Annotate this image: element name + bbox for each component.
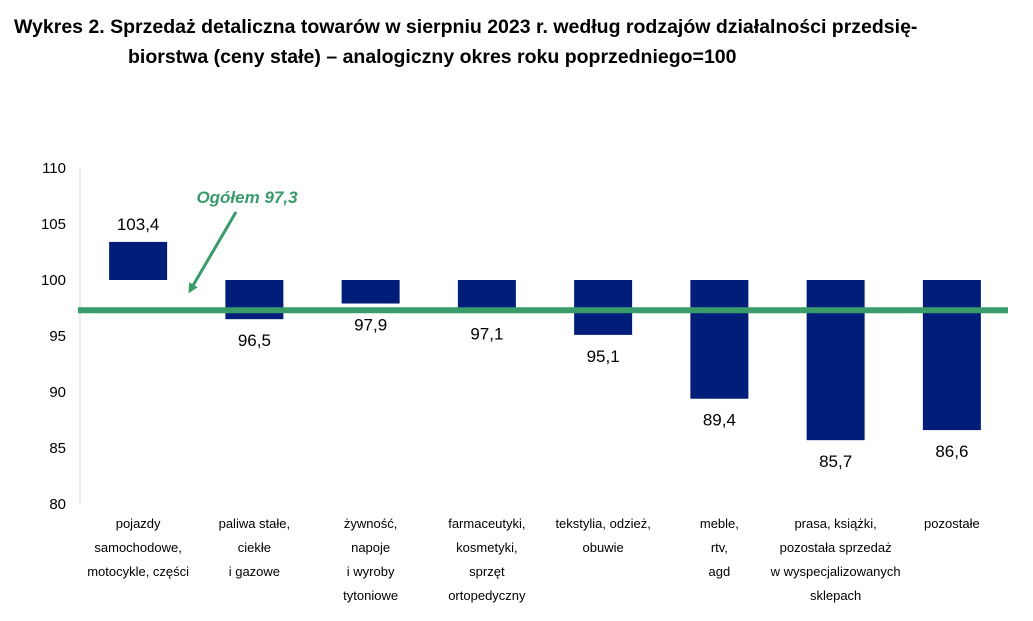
bar <box>109 241 168 280</box>
y-tick-label: 80 <box>49 496 66 513</box>
data-label: 103,4 <box>117 215 160 234</box>
bar <box>457 280 516 313</box>
category-label: prasa, książki, pozostała sprzedaż w wyspe… <box>770 516 901 603</box>
data-label: 85,7 <box>819 452 852 471</box>
bar <box>690 280 749 399</box>
bar <box>806 280 865 441</box>
chart-title-line2: biorstwa (ceny stałe) – analogiczny okre… <box>128 46 737 68</box>
y-tick-label: 110 <box>42 160 66 177</box>
data-label: 97,9 <box>354 316 387 335</box>
reference-line-label: Ogółem 97,3 <box>196 188 298 207</box>
y-tick-label: 100 <box>41 272 66 289</box>
category-label: tekstylia, odzież, obuwie <box>555 516 650 555</box>
y-tick-label: 95 <box>49 328 66 345</box>
chart-title: Wykres 2. Sprzedaż detaliczna towarów w … <box>14 12 1029 72</box>
bar <box>341 280 400 304</box>
category-label: meble, rtv, agd <box>700 516 739 579</box>
data-label: 95,1 <box>587 347 620 366</box>
category-label: paliwa stałe, ciekłe i gazowe <box>219 516 291 579</box>
bar <box>225 280 284 320</box>
category-label: farmaceutyki, kosmetyki, sprzęt ortopedyczn… <box>448 516 526 603</box>
y-tick-label: 85 <box>49 440 66 457</box>
category-label: pozostałe <box>924 516 980 531</box>
y-tick-label: 90 <box>49 384 66 401</box>
data-label: 97,1 <box>470 324 503 343</box>
bar <box>922 280 981 431</box>
data-label: 96,5 <box>238 331 271 350</box>
category-label: pojazdy samochodowe, motocykle, części <box>87 516 189 579</box>
reference-arrow <box>188 211 238 294</box>
y-tick-label: 105 <box>41 216 66 233</box>
category-label: żywność, napoje i wyroby tytoniowe <box>343 516 398 603</box>
chart-title-line1: Wykres 2. Sprzedaż detaliczna towarów w … <box>14 16 918 38</box>
data-label: 89,4 <box>703 411 736 430</box>
data-label: 86,6 <box>935 442 968 461</box>
